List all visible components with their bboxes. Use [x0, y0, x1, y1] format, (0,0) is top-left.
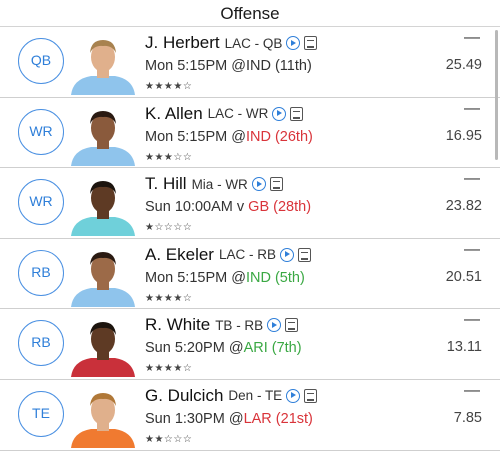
game-time: Sun 1:30PM @	[145, 410, 244, 427]
position-badge[interactable]: RB	[18, 320, 64, 367]
player-headshot	[67, 176, 139, 237]
projected-points: 20.51	[445, 268, 482, 285]
notes-icon[interactable]	[269, 177, 283, 192]
section-header: Offense	[0, 0, 500, 27]
rating-stars: ★★★★☆	[145, 363, 193, 375]
player-name-line: R. White TB - RB	[145, 315, 299, 335]
position-badge[interactable]: RB	[18, 249, 64, 296]
player-headshot	[67, 388, 139, 448]
player-name-line: G. Dulcich Den - TE	[145, 385, 318, 406]
projection-dash: —	[464, 240, 480, 258]
projected-points: 16.95	[445, 127, 482, 144]
player-row[interactable]: QB J. Herbert LAC - QB Mon 5:15PM @IND (…	[0, 27, 500, 98]
scrollbar[interactable]	[495, 30, 498, 160]
player-headshot	[67, 247, 139, 307]
opponent-rank: ARI (7th)	[243, 340, 302, 357]
game-info: Sun 5:20PM @ARI (7th)	[145, 340, 302, 356]
projected-points: 13.11	[446, 339, 482, 356]
position-badge[interactable]: TE	[18, 390, 64, 437]
play-circle-icon[interactable]	[267, 318, 282, 333]
game-info: Mon 5:15PM @IND (11th)	[145, 58, 312, 74]
notes-icon[interactable]	[304, 388, 318, 403]
player-name[interactable]: R. White	[145, 315, 211, 335]
position-badge[interactable]: QB	[18, 38, 64, 84]
player-team-position: Den - TE	[228, 388, 283, 404]
game-time: Sun 10:00AM v	[145, 199, 249, 216]
game-time: Sun 5:20PM @	[145, 340, 244, 357]
rating-stars: ★☆☆☆☆	[145, 222, 193, 234]
player-headshot	[67, 35, 139, 95]
player-name[interactable]: K. Allen	[145, 103, 203, 123]
player-row[interactable]: RB A. Ekeler LAC - RB Mon 5:15PM @IND (5…	[0, 239, 500, 310]
player-name[interactable]: G. Dulcich	[145, 385, 224, 405]
game-info: Sun 10:00AM v GB (28th)	[145, 199, 311, 215]
game-time: Mon 5:15PM @	[145, 269, 246, 286]
projection-dash: —	[464, 170, 480, 188]
opponent-rank: IND (11th)	[245, 58, 312, 74]
game-time: Mon 5:15PM @	[145, 128, 246, 145]
section-title: Offense	[220, 4, 280, 23]
play-circle-icon[interactable]	[272, 106, 287, 121]
notes-icon[interactable]	[285, 318, 299, 333]
opponent-rank: GB (28th)	[248, 199, 312, 216]
rating-stars: ★★★★☆	[145, 81, 193, 92]
rating-stars: ★★★★☆	[145, 292, 193, 304]
player-team-position: LAC - QB	[224, 35, 283, 51]
player-headshot	[67, 106, 139, 166]
projection-dash: —	[464, 29, 480, 46]
player-name[interactable]: J. Herbert	[145, 33, 220, 52]
player-name[interactable]: A. Ekeler	[145, 244, 214, 264]
player-name-line: J. Herbert LAC - QB	[145, 33, 318, 53]
player-name-line: A. Ekeler LAC - RB	[145, 245, 311, 265]
player-row[interactable]: RB R. White TB - RB Sun 5:20PM @ARI (7th…	[0, 309, 500, 380]
notes-icon[interactable]	[290, 106, 304, 121]
play-circle-icon[interactable]	[286, 388, 301, 403]
opponent-rank: IND (5th)	[245, 269, 305, 286]
rating-stars: ★★☆☆☆	[145, 433, 193, 445]
rating-stars: ★★★☆☆	[145, 151, 193, 163]
projection-dash: —	[464, 311, 480, 329]
position-badge[interactable]: WR	[18, 108, 64, 155]
projected-points: 23.82	[445, 198, 482, 215]
player-list: QB J. Herbert LAC - QB Mon 5:15PM @IND (…	[0, 27, 500, 451]
projected-points: 25.49	[445, 57, 482, 73]
opponent-rank: IND (26th)	[245, 128, 313, 145]
player-name[interactable]: T. Hill	[145, 174, 187, 194]
player-name-line: K. Allen LAC - WR	[145, 103, 304, 124]
player-team-position: LAC - RB	[218, 247, 276, 263]
player-team-position: TB - RB	[215, 317, 264, 333]
opponent-rank: LAR (21st)	[243, 410, 313, 427]
projected-points: 7.85	[453, 409, 482, 426]
projection-dash: —	[464, 381, 480, 399]
game-info: Mon 5:15PM @IND (5th)	[145, 270, 305, 286]
game-info: Sun 1:30PM @LAR (21st)	[145, 411, 313, 427]
player-headshot	[67, 317, 139, 378]
player-row[interactable]: WR T. Hill Mia - WR Sun 10:00AM v GB (28…	[0, 168, 500, 239]
notes-icon[interactable]	[304, 36, 318, 50]
player-name-line: T. Hill Mia - WR	[145, 174, 283, 194]
position-badge[interactable]: WR	[18, 179, 64, 226]
player-row[interactable]: WR K. Allen LAC - WR Mon 5:15PM @IND (26…	[0, 98, 500, 169]
player-team-position: LAC - WR	[207, 106, 269, 122]
play-circle-icon[interactable]	[286, 36, 301, 50]
projection-dash: —	[464, 99, 480, 117]
game-info: Mon 5:15PM @IND (26th)	[145, 129, 313, 145]
play-circle-icon[interactable]	[251, 177, 266, 192]
notes-icon[interactable]	[298, 247, 311, 262]
player-team-position: Mia - WR	[191, 176, 248, 192]
player-row[interactable]: TE G. Dulcich Den - TE Sun 1:30PM @LAR (…	[0, 380, 500, 451]
play-circle-icon[interactable]	[280, 247, 294, 262]
game-time: Mon 5:15PM @	[145, 58, 246, 74]
